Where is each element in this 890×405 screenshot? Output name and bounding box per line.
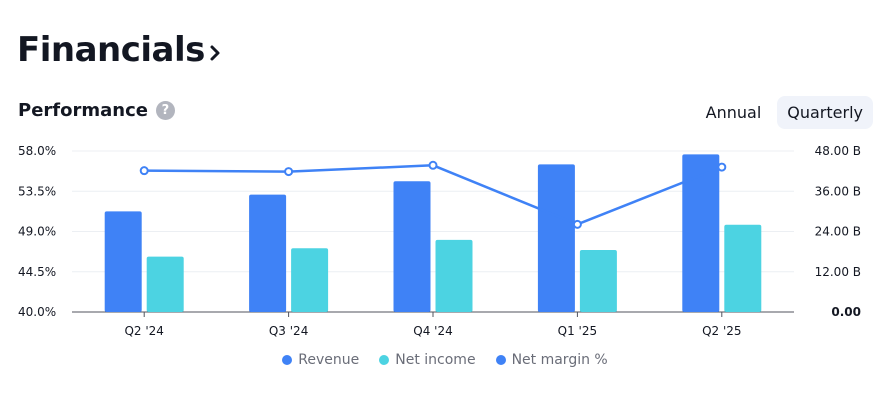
left-tick-label: 58.0% bbox=[18, 144, 56, 158]
net-margin-point bbox=[284, 167, 294, 177]
net-income-bar bbox=[724, 224, 762, 312]
net-margin-line bbox=[144, 164, 723, 226]
right-tick-label: 0.00 bbox=[831, 305, 861, 319]
right-tick-label: 24.00 B bbox=[815, 225, 861, 239]
revenue-bar bbox=[393, 181, 431, 312]
left-tick-label: 44.5% bbox=[18, 265, 56, 279]
left-tick-label: 53.5% bbox=[18, 184, 56, 198]
legend-label-net-margin: Net margin % bbox=[511, 352, 608, 368]
period-toggle: Annual Quarterly bbox=[696, 96, 873, 129]
legend-item-revenue[interactable]: Revenue bbox=[282, 352, 359, 368]
left-tick-label: 49.0% bbox=[18, 225, 56, 239]
revenue-dot-icon bbox=[282, 355, 293, 365]
chart-legend: Revenue Net income Net margin % bbox=[0, 352, 890, 368]
net-margin-point bbox=[572, 219, 582, 229]
legend-label-net-income: Net income bbox=[395, 352, 476, 368]
x-tick-label: Q2 '25 bbox=[702, 324, 741, 338]
x-tick-label: Q1 '25 bbox=[558, 324, 597, 338]
net-margin-point bbox=[139, 166, 149, 176]
net-income-bar bbox=[435, 239, 473, 312]
right-tick-label: 36.00 B bbox=[815, 184, 861, 198]
net-income-bar bbox=[291, 248, 329, 312]
x-tick-label: Q3 '24 bbox=[269, 324, 308, 338]
right-tick-label: 12.00 B bbox=[815, 265, 861, 279]
net-margin-point bbox=[717, 162, 727, 172]
performance-header: Performance ? bbox=[18, 100, 175, 121]
x-tick-label: Q4 '24 bbox=[413, 324, 452, 338]
revenue-bar bbox=[249, 194, 287, 312]
financials-title-link[interactable]: Financials bbox=[17, 30, 221, 70]
quarterly-button[interactable]: Quarterly bbox=[777, 96, 873, 129]
x-tick-label: Q2 '24 bbox=[124, 324, 163, 338]
revenue-bar bbox=[682, 154, 720, 312]
left-tick-label: 40.0% bbox=[18, 305, 56, 319]
net-income-bar bbox=[146, 256, 184, 312]
revenue-bar bbox=[104, 211, 142, 312]
performance-chart: 58.0% 48.00 B 53.5% 36.00 B 49.0% 24.00 B 44.5… bbox=[18, 144, 861, 338]
right-tick-label: 48.00 B bbox=[815, 144, 861, 158]
help-icon[interactable]: ? bbox=[155, 101, 175, 120]
net-margin-point bbox=[428, 160, 438, 170]
legend-label-revenue: Revenue bbox=[298, 352, 360, 368]
net-margin-dot-icon bbox=[495, 355, 506, 365]
net-income-dot-icon bbox=[379, 355, 390, 365]
revenue-bar bbox=[537, 164, 575, 312]
annual-button[interactable]: Annual bbox=[705, 103, 762, 122]
legend-item-net-income[interactable]: Net income bbox=[379, 352, 476, 368]
chevron-right-icon bbox=[210, 45, 220, 61]
net-income-bar bbox=[579, 249, 617, 312]
legend-item-net-margin[interactable]: Net margin % bbox=[495, 352, 608, 368]
page-title: Financials bbox=[17, 30, 205, 70]
performance-label: Performance bbox=[18, 100, 148, 121]
